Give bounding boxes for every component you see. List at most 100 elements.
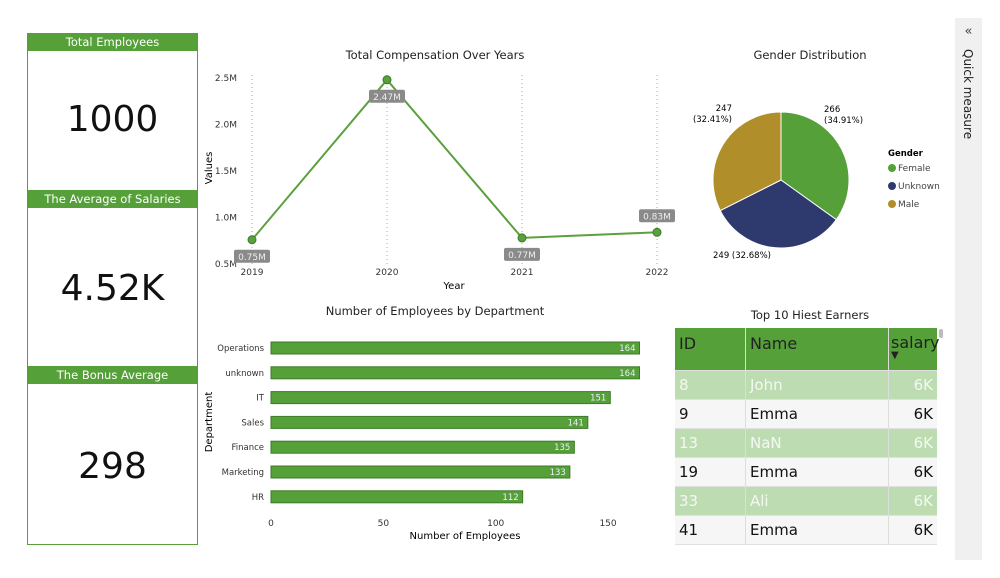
category-label: IT [256, 394, 265, 404]
data-point [652, 227, 662, 237]
table-scrollbar[interactable] [939, 329, 943, 338]
kpi-value: 1000 [66, 99, 159, 140]
x-tick-label: 2022 [646, 268, 669, 278]
x-tick-label: 0 [268, 519, 274, 529]
x-axis-title: Year [442, 281, 465, 292]
table-cell: Emma [745, 516, 888, 544]
pie-chart: 266(34.91%) 247(32.41%) 249 (32.68%) Gender… [693, 104, 940, 261]
table-cell: Emma [745, 458, 888, 486]
bar [270, 415, 589, 429]
data-label-box [234, 249, 270, 263]
bar-value-label: 151 [590, 394, 606, 404]
category-label: unknown [225, 369, 264, 379]
bar-value-label: 164 [619, 369, 635, 379]
data-label: 0.77M [508, 251, 536, 261]
quick-measure-label: Quick measure [961, 49, 975, 140]
table-cell: 41 [679, 521, 699, 539]
legend-marker [888, 200, 896, 208]
category-label: Finance [231, 443, 264, 453]
y-tick-label: 2.0M [215, 121, 237, 131]
bar [270, 391, 611, 405]
x-tick-label: 2021 [511, 268, 534, 278]
bar [270, 490, 524, 504]
table-cell: 6K [888, 458, 937, 486]
y-axis-title: Values [204, 152, 215, 185]
bar-value-label: 112 [502, 493, 518, 503]
pie-label: 247 [716, 104, 732, 114]
kpi-average-salaries: The Average of Salaries 4.52K [27, 190, 198, 309]
table-cell: 8 [679, 376, 689, 394]
category-label: Sales [241, 418, 264, 428]
column-header-id[interactable]: ID [679, 334, 697, 353]
data-label: 0.83M [643, 212, 671, 222]
kpi-bonus-average: The Bonus Average 298 [27, 366, 198, 487]
table-cell: 6K [888, 487, 937, 515]
quick-measure-pane[interactable]: « Quick measure [955, 18, 982, 560]
line-chart-title: Total Compensation Over Years [345, 48, 525, 62]
pie-label: 266 [824, 105, 840, 115]
column-header-name[interactable]: Name [745, 328, 888, 370]
double-chevron-left-icon[interactable]: « [964, 24, 973, 39]
kpi-label: Total Employees [28, 33, 197, 51]
table-cell: 19 [679, 463, 699, 481]
table-cell: 6K [888, 371, 937, 399]
y-tick-label: 2.5M [215, 74, 237, 84]
bar-chart: Operations 164 unknown 164 IT 151 Sales 141 Fina… [204, 341, 641, 542]
table-row[interactable]: 13 NaN 6K [675, 429, 937, 458]
series-line [251, 78, 658, 241]
data-label: 2.47M [373, 93, 401, 103]
data-point [517, 233, 527, 243]
category-label: Marketing [222, 468, 264, 478]
x-tick-label: 2019 [241, 268, 264, 278]
legend-marker [888, 182, 896, 190]
x-tick-label: 50 [378, 519, 390, 529]
y-tick-label: 0.5M [215, 260, 237, 270]
table-row[interactable]: 41 Emma 6K [675, 516, 937, 545]
table-row[interactable]: 33 Ali 6K [675, 487, 937, 516]
table-cell: Ali [745, 487, 888, 515]
bar [270, 465, 571, 479]
bar [270, 341, 641, 355]
pie-slice-female [780, 111, 850, 221]
table-cell: 6K [888, 429, 937, 457]
x-tick-label: 100 [487, 519, 504, 529]
kpi-label: The Bonus Average [28, 366, 197, 384]
category-label: Operations [217, 344, 264, 354]
legend-item: Female [898, 164, 931, 174]
x-tick-label: 150 [599, 519, 616, 529]
line-chart: 0.5M 1.0M 1.5M 2.0M 2.5M 2019 2020 2021 2022 Year… [204, 74, 675, 292]
x-tick-label: 2020 [376, 268, 399, 278]
table-cell: NaN [745, 429, 888, 457]
y-axis-title: Department [204, 392, 215, 453]
table-cell: 6K [888, 516, 937, 544]
data-label-box [504, 247, 540, 261]
data-label-box [369, 89, 405, 103]
table-cell: 33 [679, 492, 699, 510]
bar-chart-title: Number of Employees by Department [325, 304, 545, 318]
pie-label: 249 (32.68%) [713, 251, 771, 261]
pie-chart-title: Gender Distribution [753, 48, 867, 62]
pie-slice-male [712, 111, 782, 212]
data-point [382, 75, 392, 85]
table-title: Top 10 Hiest Earners [750, 308, 870, 322]
x-axis-title: Number of Employees [410, 531, 521, 542]
legend-item: Male [898, 200, 920, 210]
column-header-salary[interactable]: salary ▼ [888, 328, 939, 370]
pie-slice-unknown [719, 179, 837, 249]
table-row[interactable]: 19 Emma 6K [675, 458, 937, 487]
data-point [247, 235, 257, 245]
sort-descending-icon: ▼ [891, 350, 899, 361]
data-label-box [639, 209, 675, 223]
table-cell: 9 [679, 405, 689, 423]
pie-label: (34.91%) [824, 116, 863, 126]
kpi-value: 4.52K [60, 268, 165, 309]
bar-value-label: 164 [619, 344, 635, 354]
bar-value-label: 135 [554, 443, 570, 453]
kpi-label: The Average of Salaries [28, 190, 197, 208]
table-row[interactable]: 9 Emma 6K [675, 400, 937, 429]
bar [270, 440, 575, 454]
bar [270, 366, 641, 380]
data-label: 0.75M [238, 253, 266, 263]
table-row[interactable]: 8 John 6K [675, 371, 937, 400]
table-cell: Emma [745, 400, 888, 428]
